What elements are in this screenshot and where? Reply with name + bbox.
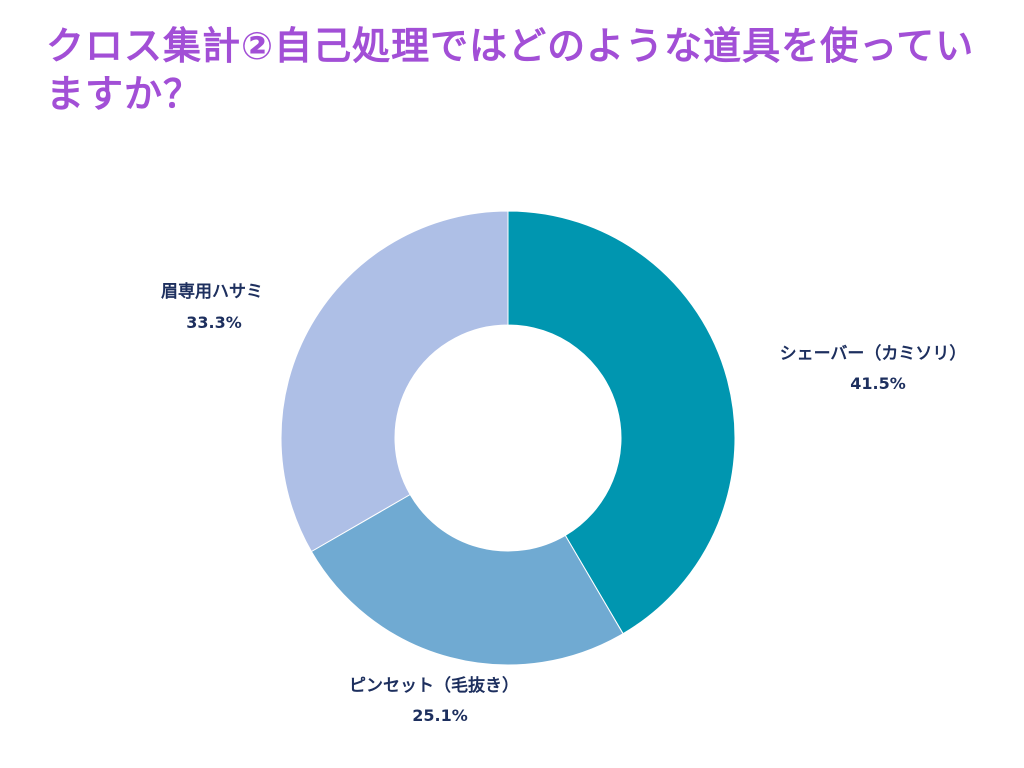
slice-label-shaver-name: シェーバー（カミソリ）	[780, 343, 967, 364]
slice-label-scissors: 眉専用ハサミ 33.3%	[161, 282, 263, 332]
slice-label-scissors-name: 眉専用ハサミ	[161, 282, 263, 302]
slice-label-scissors-value: 33.3%	[186, 313, 242, 332]
slice-shaver	[507, 210, 736, 635]
slice-label-shaver: シェーバー（カミソリ） 41.5%	[780, 343, 967, 393]
slice-label-shaver-value: 41.5%	[850, 374, 906, 393]
slice-tweezers	[310, 493, 624, 666]
slice-label-tweezers-value: 25.1%	[412, 706, 468, 725]
slice-label-tweezers: ピンセット（毛抜き） 25.1%	[349, 675, 519, 725]
slice-scissors	[280, 210, 509, 553]
slice-label-tweezers-name: ピンセット（毛抜き）	[349, 675, 519, 696]
slices-group	[280, 210, 736, 666]
chart-title: クロス集計②自己処理ではどのような道具を使っていますか？	[46, 24, 975, 116]
